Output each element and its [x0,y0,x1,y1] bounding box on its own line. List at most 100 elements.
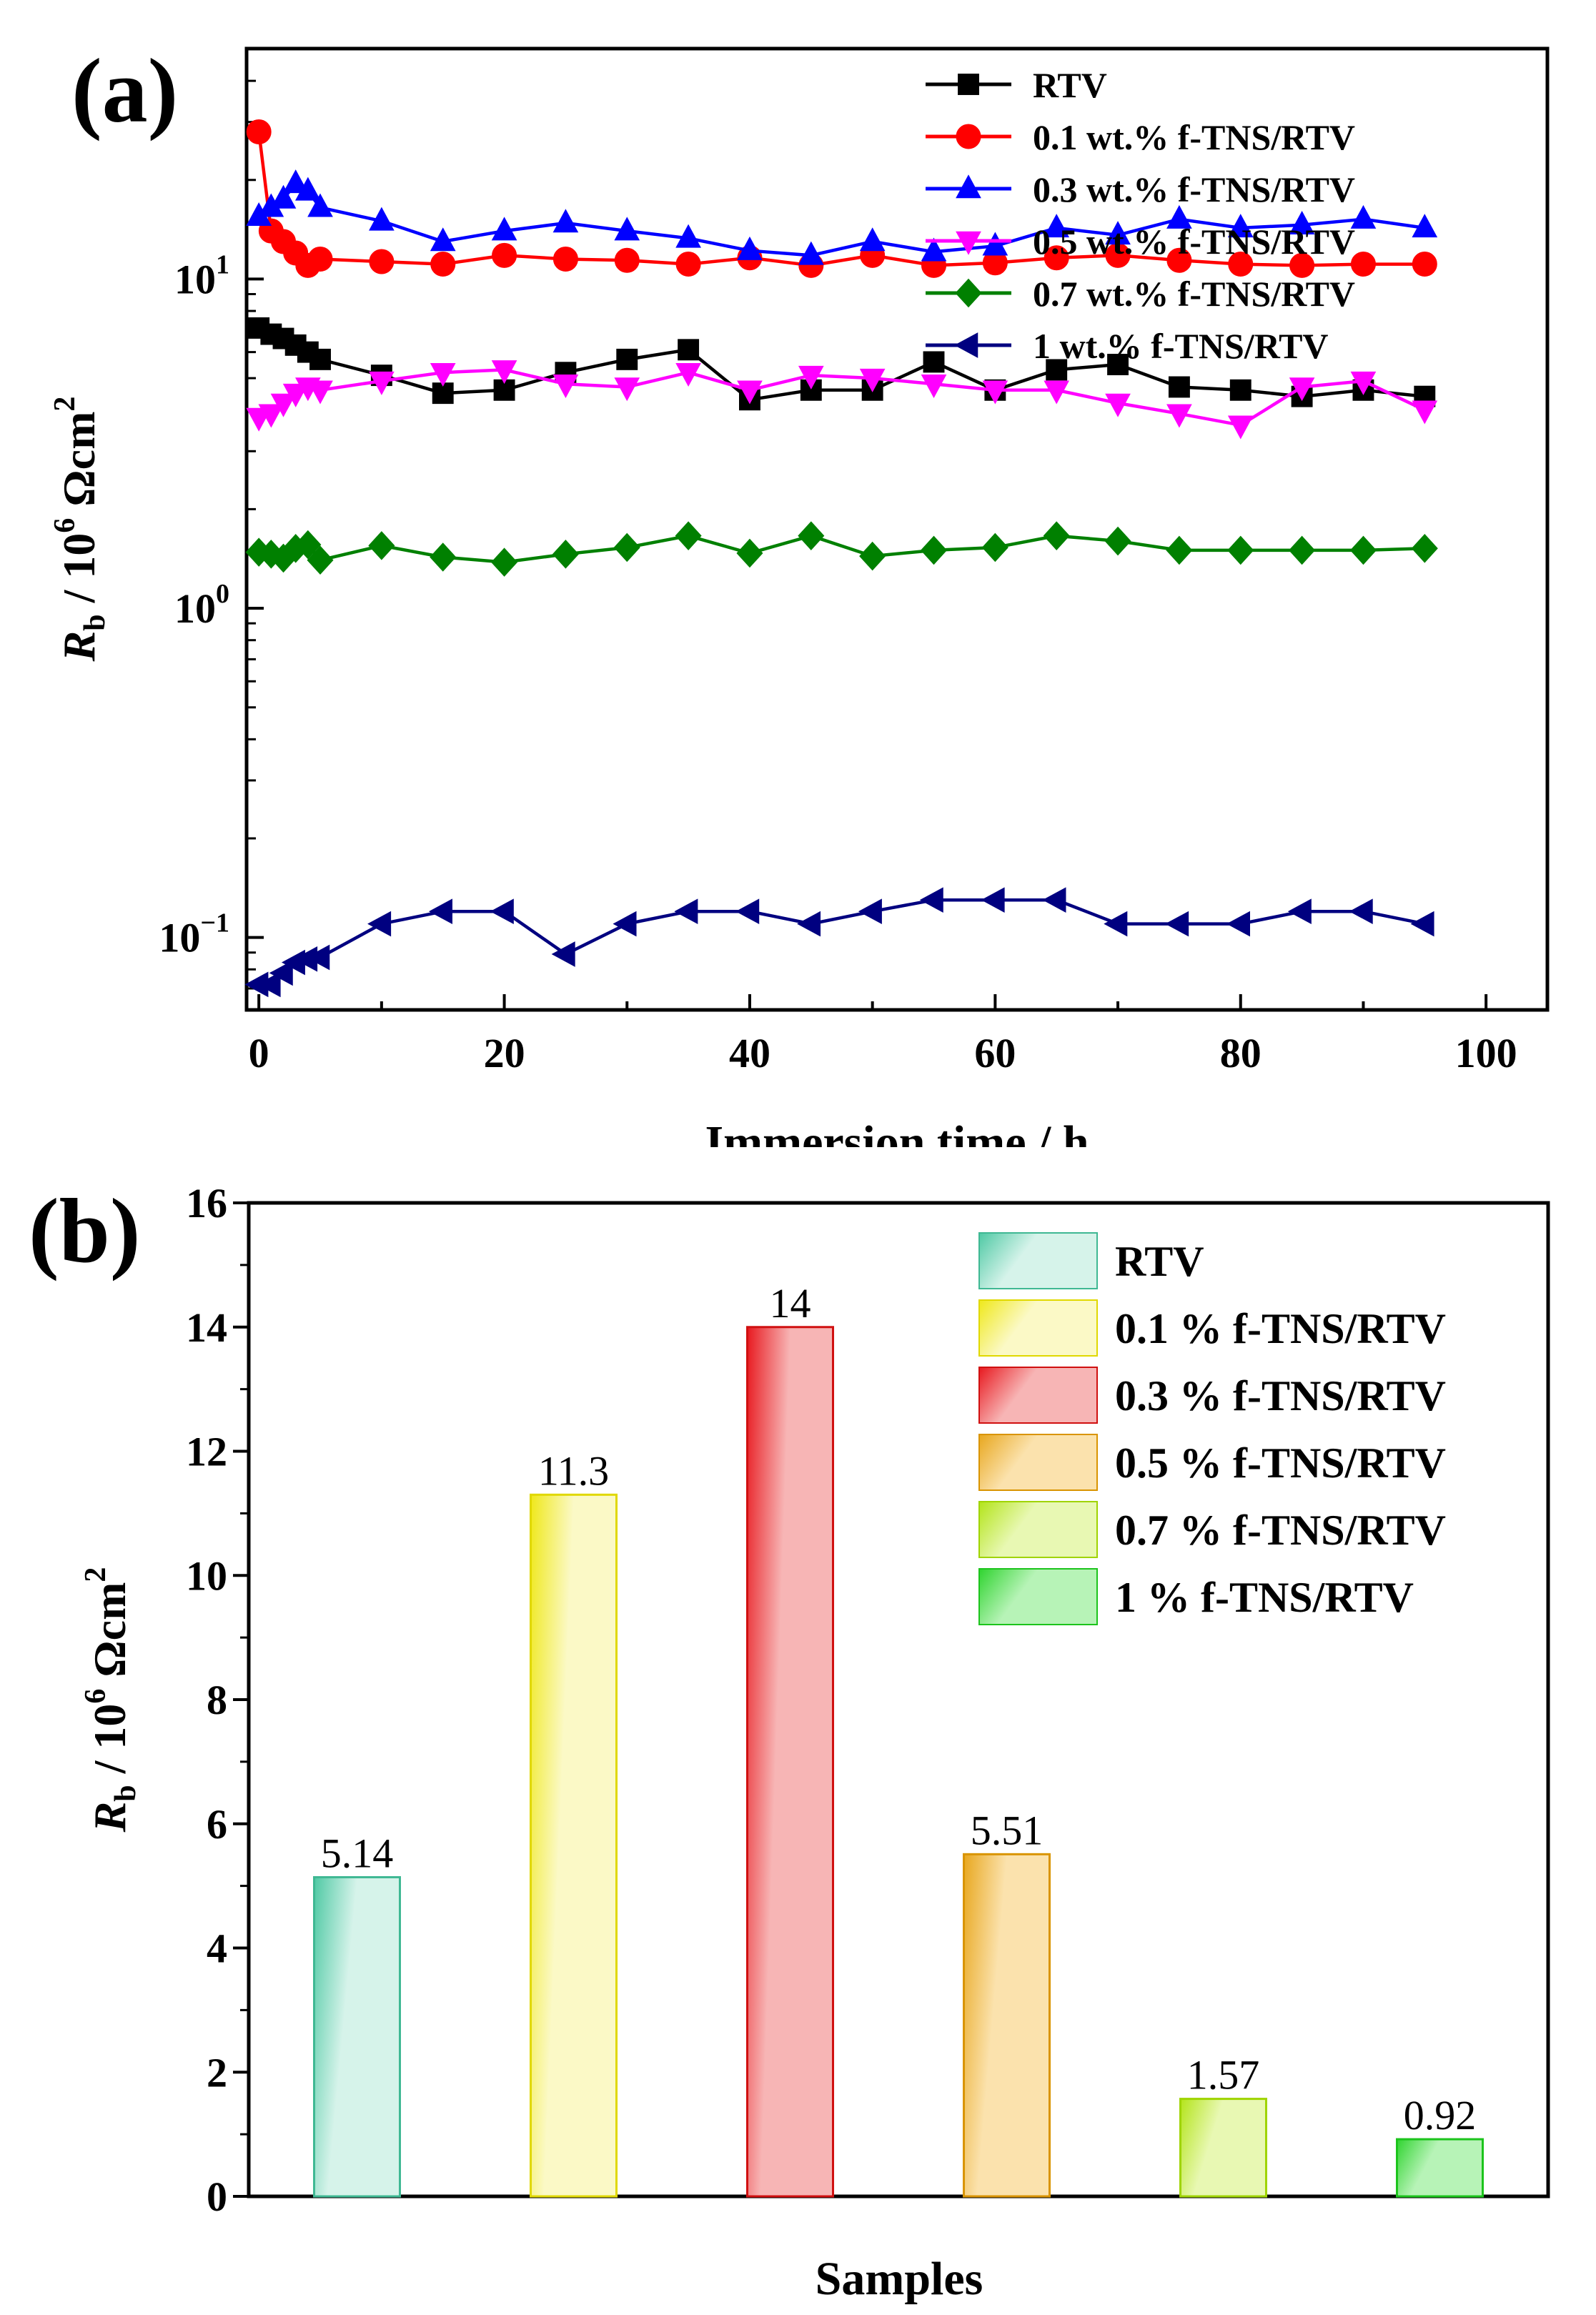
data-point [1107,354,1129,375]
legend-item: RTV [926,65,1107,105]
y-tick-label: 6 [207,1801,227,1848]
data-point [1349,535,1377,565]
data-point [1227,535,1254,565]
data-point [306,944,330,971]
data-point [920,535,948,565]
panel-b-y-axis-label: Rb / 106 Ωcm2 [79,1567,142,1833]
legend-label: 0.5 wt.% f-TNS/RTV [1033,222,1355,262]
legend-item: 0.3 wt.% f-TNS/RTV [926,169,1355,209]
data-point [428,898,452,925]
panel-a-y-axis-label: Rb / 106 Ωcm2 [49,397,111,663]
legend-marker [956,231,981,255]
bar [313,1875,401,2198]
data-point [1410,911,1434,937]
data-point [369,371,395,395]
bar-value-label: 1.57 [1187,2052,1260,2098]
data-point [1289,252,1315,278]
bar [963,1853,1051,2198]
legend-label: 0.1 wt.% f-TNS/RTV [1033,117,1355,157]
data-point [1226,911,1251,937]
data-point [258,404,284,428]
data-point [982,232,1008,256]
y-tick-label: 8 [207,1677,227,1723]
data-point [919,887,943,913]
data-point [430,362,456,387]
x-tick-label: 80 [1220,1030,1262,1076]
data-point [737,380,763,405]
y-tick-label: 10−1 [159,908,229,961]
data-point [921,375,947,399]
legend-item: 0.5 % f-TNS/RTV [978,1434,1446,1491]
bar [746,1326,834,2198]
data-point [1411,533,1438,563]
panel-a-series [244,119,1438,998]
legend-item: 0.1 wt.% f-TNS/RTV [926,117,1355,157]
panel-b-y-ticks: 0 2 4 6 8 10 12 14 16 [186,1180,249,2220]
data-point [737,236,763,260]
x-tick-label: 100 [1455,1030,1517,1076]
data-point [1166,535,1193,565]
legend-swatch [978,1501,1098,1558]
bar [1179,2098,1267,2198]
legend-label: RTV [1033,65,1107,105]
data-point [1228,252,1254,277]
data-point [246,119,272,144]
data-point [859,227,886,252]
data-point [309,348,331,370]
data-point [1044,245,1069,271]
y-tick-label: 100 [174,579,229,632]
data-point [369,249,395,274]
data-point [797,911,821,937]
panel-a-label: (a) [71,40,178,142]
bar-value-label: 5.51 [971,1807,1044,1853]
panel-divider [0,1147,1596,1176]
data-point [1289,210,1315,234]
panel-b-label: (b) [29,1180,140,1282]
legend-label: 0.3 % f-TNS/RTV [1115,1372,1446,1419]
data-point [614,377,640,402]
data-point [981,887,1005,913]
data-point [1350,252,1376,277]
data-point [678,339,700,361]
legend-marker [958,74,979,95]
series-2 [246,169,1438,265]
data-point [1042,887,1066,913]
panel-b-x-axis-label: Samples [816,2253,983,2305]
legend-label: 0.5 % f-TNS/RTV [1115,1439,1446,1487]
data-point [491,547,518,577]
data-point [270,184,297,209]
data-point [1227,415,1254,440]
data-point [257,971,281,998]
bar-value-label: 14 [770,1280,811,1327]
data-point [430,252,456,277]
data-point [1044,380,1070,405]
bar [1396,2138,1484,2198]
legend-marker [956,174,981,199]
data-point [1412,214,1438,238]
data-point [367,911,392,937]
data-point [491,360,517,385]
y-tick-label: 16 [186,1180,227,1226]
y-tick-label: 2 [207,2049,227,2096]
data-point [798,365,824,390]
legend-label: 0.3 wt.% f-TNS/RTV [1033,169,1355,209]
data-point [270,393,297,417]
legend-swatch [978,1299,1098,1357]
data-point [736,538,763,568]
data-point [613,911,637,937]
series-4 [245,521,1438,577]
legend-item: 0.1 % f-TNS/RTV [978,1299,1446,1357]
data-point [923,351,945,373]
legend-swatch [978,1367,1098,1424]
data-point [982,380,1008,405]
data-point [1412,400,1438,425]
data-point [859,541,886,571]
data-point [858,898,882,925]
legend-swatch [978,1568,1098,1625]
data-point [674,898,698,925]
data-point [1046,359,1068,381]
series-5 [244,887,1434,998]
bar-value-label: 11.3 [538,1447,609,1494]
data-point [1166,247,1192,273]
